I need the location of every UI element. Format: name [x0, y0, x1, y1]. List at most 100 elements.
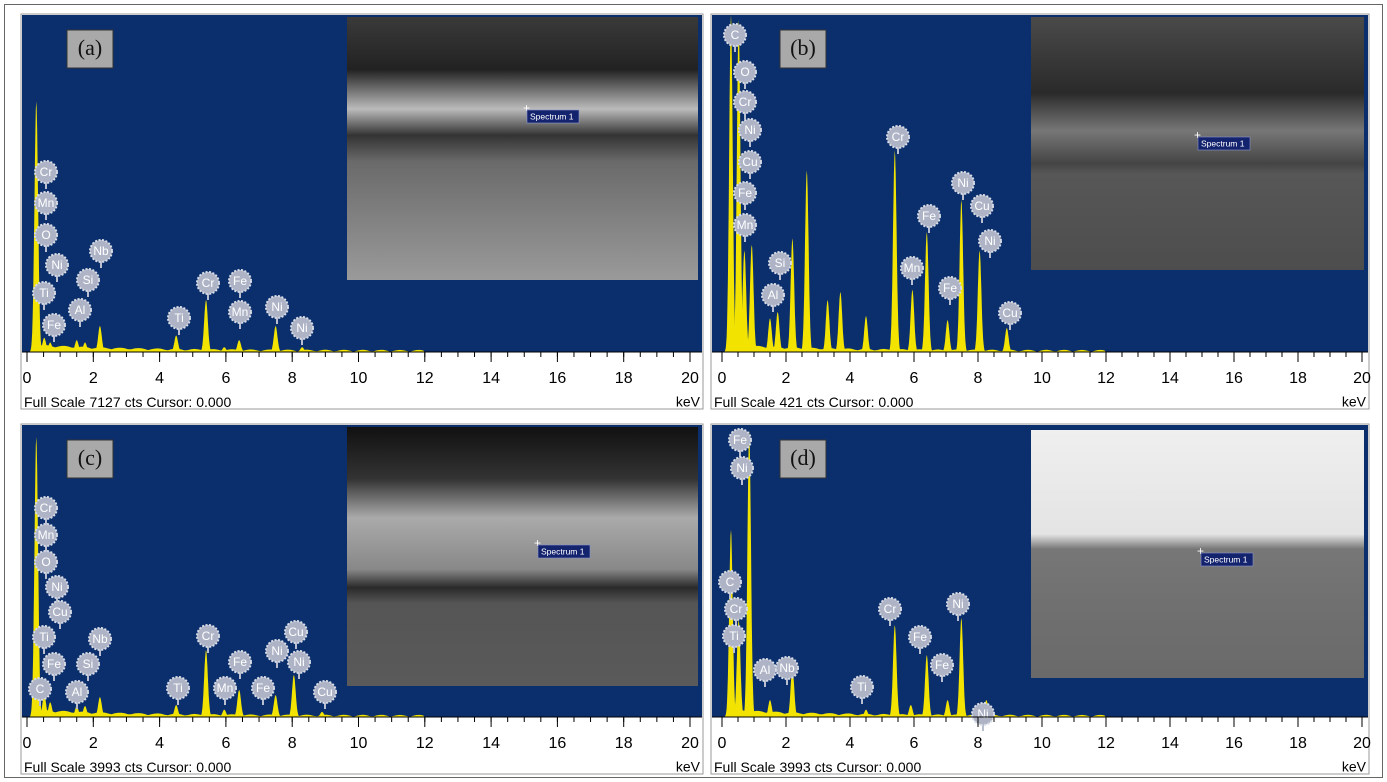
x-tick-label: 4 — [846, 370, 855, 387]
x-tick-label: 10 — [350, 370, 368, 387]
x-tick-label: 12 — [416, 370, 434, 387]
element-label: Mn — [38, 196, 55, 210]
element-label: Si — [775, 256, 786, 270]
x-tick-label: 16 — [549, 370, 567, 387]
x-tick-label: 4 — [155, 735, 164, 752]
element-label: Ni — [957, 176, 968, 190]
spectrum-tag-text: Spectrum 1 — [1204, 554, 1248, 564]
element-label: Ni — [271, 300, 282, 314]
x-tick-label: 6 — [221, 370, 230, 387]
panel-label: (a) — [78, 35, 102, 60]
element-label: Ni — [271, 644, 282, 658]
sem-image — [1031, 17, 1364, 270]
element-label: Cr — [892, 130, 905, 144]
element-label: Cu — [52, 605, 67, 619]
figure: +Spectrum 1CrMnONiTiSiNbAlFeTiCrFeMnNiNi… — [0, 0, 1387, 782]
x-tick-label: 2 — [89, 370, 98, 387]
element-label: Fe — [233, 274, 247, 288]
x-tick-label: 16 — [1225, 735, 1243, 752]
element-label: Cu — [317, 685, 332, 699]
element-label: O — [740, 65, 749, 79]
element-label: Fe — [47, 318, 61, 332]
element-label: Fe — [47, 657, 61, 671]
sem-image — [347, 427, 698, 686]
x-tick-label: 14 — [1161, 735, 1179, 752]
element-label: Cu — [1002, 306, 1017, 320]
full-scale: 3993 — [779, 759, 810, 775]
x-tick-label: 16 — [1225, 370, 1243, 387]
x-tick-label: 20 — [1353, 735, 1371, 752]
x-tick-label: 20 — [1353, 370, 1371, 387]
spectrum-tag-text: Spectrum 1 — [530, 111, 574, 121]
footer-suffix: cts Cursor: 0.000 — [125, 394, 232, 410]
element-label: Ni — [952, 597, 963, 611]
footer: Full Scale421cts Cursor: 0.000 — [714, 394, 914, 410]
element-label: Nb — [92, 632, 108, 646]
element-label: Ni — [736, 461, 747, 475]
element-label: Cr — [730, 602, 743, 616]
element-label: Ni — [744, 123, 755, 137]
x-tick-label: 2 — [782, 370, 791, 387]
footer-prefix: Full Scale — [24, 759, 86, 775]
element-label: Ni — [51, 580, 62, 594]
x-tick-label: 8 — [288, 370, 297, 387]
element-label: Mn — [217, 681, 234, 695]
x-unit: keV — [676, 394, 701, 410]
element-label: Si — [83, 273, 94, 287]
element-label: C — [731, 28, 740, 42]
x-tick-label: 12 — [416, 735, 434, 752]
x-unit: keV — [1342, 394, 1367, 410]
panel-label: (b) — [790, 35, 816, 60]
x-tick-label: 10 — [1033, 370, 1051, 387]
x-unit: keV — [676, 759, 701, 775]
element-label: Ti — [174, 311, 184, 325]
footer-prefix: Full Scale — [24, 394, 86, 410]
footer: Full Scale3993cts Cursor: 0.000 — [24, 759, 231, 775]
element-label: Mn — [904, 261, 921, 275]
x-tick-label: 12 — [1097, 370, 1115, 387]
x-tick-label: 8 — [974, 735, 983, 752]
element-label: Cu — [974, 199, 989, 213]
element-label: Fe — [738, 186, 752, 200]
x-tick-label: 6 — [221, 735, 230, 752]
x-tick-label: 0 — [718, 735, 727, 752]
x-tick-label: 8 — [974, 370, 983, 387]
x-tick-label: 10 — [350, 735, 368, 752]
footer-prefix: Full Scale — [714, 394, 776, 410]
x-tick-label: 18 — [1289, 735, 1307, 752]
sem-image — [347, 17, 698, 280]
full-scale: 3993 — [89, 759, 120, 775]
element-label: Ni — [51, 258, 62, 272]
full-scale: 421 — [779, 394, 803, 410]
x-tick-label: 4 — [846, 735, 855, 752]
x-tick-label: 18 — [615, 735, 633, 752]
spectrum-tag-text: Spectrum 1 — [1201, 138, 1245, 148]
x-tick-label: 20 — [681, 735, 699, 752]
x-tick-label: 14 — [482, 735, 500, 752]
spectrum-tag-text: Spectrum 1 — [541, 546, 585, 556]
element-label: Mn — [232, 305, 249, 319]
element-label: Fe — [922, 209, 936, 223]
element-label: Fe — [913, 630, 927, 644]
x-tick-label: 6 — [910, 735, 919, 752]
x-tick-label: 2 — [89, 735, 98, 752]
footer-suffix: cts Cursor: 0.000 — [807, 394, 914, 410]
element-label: Cr — [202, 276, 215, 290]
element-label: Al — [760, 663, 771, 677]
element-label: Ti — [857, 680, 867, 694]
element-label: Cr — [884, 602, 897, 616]
element-label: Ti — [173, 681, 183, 695]
element-label: C — [36, 682, 45, 696]
element-label: Cr — [40, 501, 53, 515]
element-label: Fe — [733, 433, 747, 447]
x-tick-label: 0 — [718, 370, 727, 387]
x-tick-label: 8 — [288, 735, 297, 752]
element-label: Ti — [39, 286, 49, 300]
element-label: Cr — [40, 165, 53, 179]
element-label: O — [41, 555, 50, 569]
element-label: Al — [75, 303, 86, 317]
x-tick-label: 6 — [910, 370, 919, 387]
x-tick-label: 18 — [615, 370, 633, 387]
element-label: Al — [768, 288, 779, 302]
x-tick-label: 16 — [549, 735, 567, 752]
